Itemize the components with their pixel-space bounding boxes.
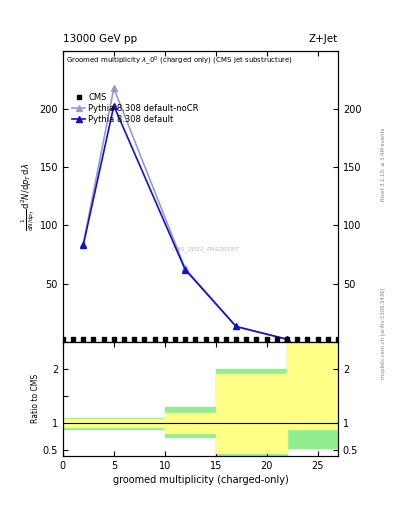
Legend: CMS, Pythia 8.308 default-noCR, Pythia 8.308 default: CMS, Pythia 8.308 default-noCR, Pythia 8… [70,90,201,126]
Y-axis label: $\frac{1}{\mathrm{d}N/\mathrm{d}p_T}\,\mathrm{d}^2N/\mathrm{d}p_T\,\mathrm{d}\la: $\frac{1}{\mathrm{d}N/\mathrm{d}p_T}\,\m… [20,162,37,230]
Text: mcplots.cern.ch [arXiv:1306.3436]: mcplots.cern.ch [arXiv:1306.3436] [381,287,386,378]
CMS [295,336,299,343]
CMS [234,336,239,343]
CMS [142,336,147,343]
Pythia 8.308 default-noCR [81,241,86,247]
Text: Groomed multiplicity $\lambda\_0^0$ (charged only) (CMS jet substructure): Groomed multiplicity $\lambda\_0^0$ (cha… [66,54,293,67]
Line: CMS: CMS [61,337,340,341]
CMS [101,336,106,343]
CMS [325,336,330,343]
CMS [274,336,279,343]
Pythia 8.308 default [183,267,187,273]
CMS [193,336,198,343]
CMS [254,336,259,343]
Pythia 8.308 default-noCR [183,265,187,271]
CMS [336,336,340,343]
CMS [285,336,289,343]
CMS [162,336,167,343]
CMS [112,336,116,343]
CMS [213,336,218,343]
Pythia 8.308 default-noCR [112,86,116,92]
Text: 13000 GeV pp: 13000 GeV pp [63,33,137,44]
Pythia 8.308 default [112,103,116,109]
Line: Pythia 8.308 default-noCR: Pythia 8.308 default-noCR [80,85,290,343]
CMS [244,336,249,343]
CMS [132,336,136,343]
CMS [224,336,228,343]
CMS [61,336,65,343]
CMS [264,336,269,343]
Pythia 8.308 default-noCR [234,324,239,330]
CMS [183,336,187,343]
CMS [305,336,310,343]
CMS [71,336,75,343]
CMS [81,336,86,343]
Text: CMS_2021_PAS20187: CMS_2021_PAS20187 [172,246,240,251]
Pythia 8.308 default-noCR [285,336,289,343]
Pythia 8.308 default [81,242,86,248]
Text: Z+Jet: Z+Jet [309,33,338,44]
Pythia 8.308 default [234,324,239,330]
Y-axis label: Ratio to CMS: Ratio to CMS [31,374,40,423]
Line: Pythia 8.308 default: Pythia 8.308 default [80,102,290,343]
CMS [315,336,320,343]
CMS [91,336,96,343]
Pythia 8.308 default [285,336,289,343]
CMS [173,336,177,343]
X-axis label: groomed multiplicity (charged-only): groomed multiplicity (charged-only) [112,475,288,485]
CMS [203,336,208,343]
Text: Rivet 3.1.10, ≥ 3.4M events: Rivet 3.1.10, ≥ 3.4M events [381,127,386,201]
CMS [122,336,127,343]
CMS [152,336,157,343]
